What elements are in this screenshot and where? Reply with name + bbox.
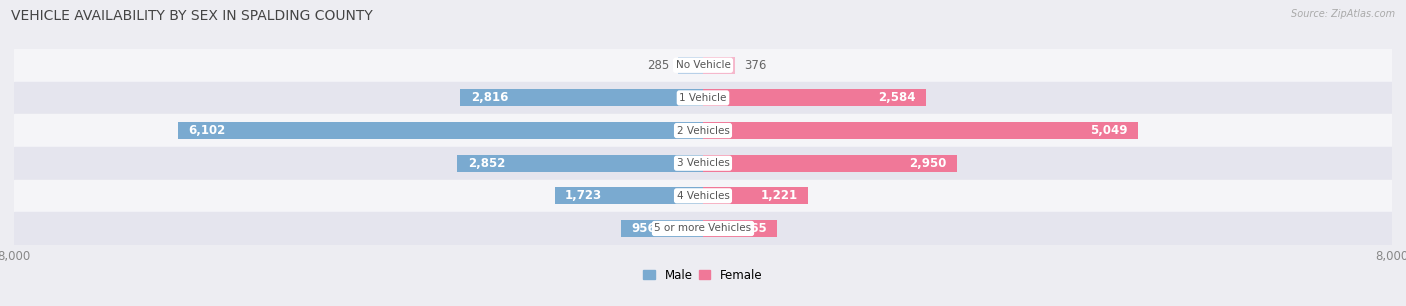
Bar [461,89,703,106]
Bar [679,57,703,74]
Text: 376: 376 [744,59,766,72]
Text: VEHICLE AVAILABILITY BY SEX IN SPALDING COUNTY: VEHICLE AVAILABILITY BY SEX IN SPALDING … [11,9,373,23]
Text: 2,816: 2,816 [471,91,508,104]
Text: No Vehicle: No Vehicle [675,60,731,70]
Text: 2,584: 2,584 [877,91,915,104]
Text: 1 Vehicle: 1 Vehicle [679,93,727,103]
Bar [703,57,735,74]
Bar [14,147,1392,180]
Text: 2 Vehicles: 2 Vehicles [676,125,730,136]
Text: 1,723: 1,723 [565,189,602,202]
Bar [14,82,1392,114]
Bar [14,212,1392,245]
Text: 5 or more Vehicles: 5 or more Vehicles [654,223,752,233]
Bar [703,155,957,172]
Text: 5,049: 5,049 [1090,124,1128,137]
Text: 285: 285 [648,59,669,72]
Bar [177,122,703,139]
Bar [703,122,1137,139]
Bar [703,187,808,204]
Bar [703,220,778,237]
Text: 865: 865 [742,222,768,235]
Text: 3 Vehicles: 3 Vehicles [676,158,730,168]
Bar [457,155,703,172]
Text: 4 Vehicles: 4 Vehicles [676,191,730,201]
Text: 2,950: 2,950 [910,157,946,170]
Bar [14,49,1392,82]
Legend: Male, Female: Male, Female [644,269,762,282]
Text: Source: ZipAtlas.com: Source: ZipAtlas.com [1291,9,1395,19]
Text: 956: 956 [631,222,655,235]
Text: 6,102: 6,102 [188,124,225,137]
Bar [703,89,925,106]
Bar [620,220,703,237]
Text: 1,221: 1,221 [761,189,797,202]
Bar [554,187,703,204]
Bar [14,114,1392,147]
Text: 2,852: 2,852 [468,157,505,170]
Bar [14,180,1392,212]
